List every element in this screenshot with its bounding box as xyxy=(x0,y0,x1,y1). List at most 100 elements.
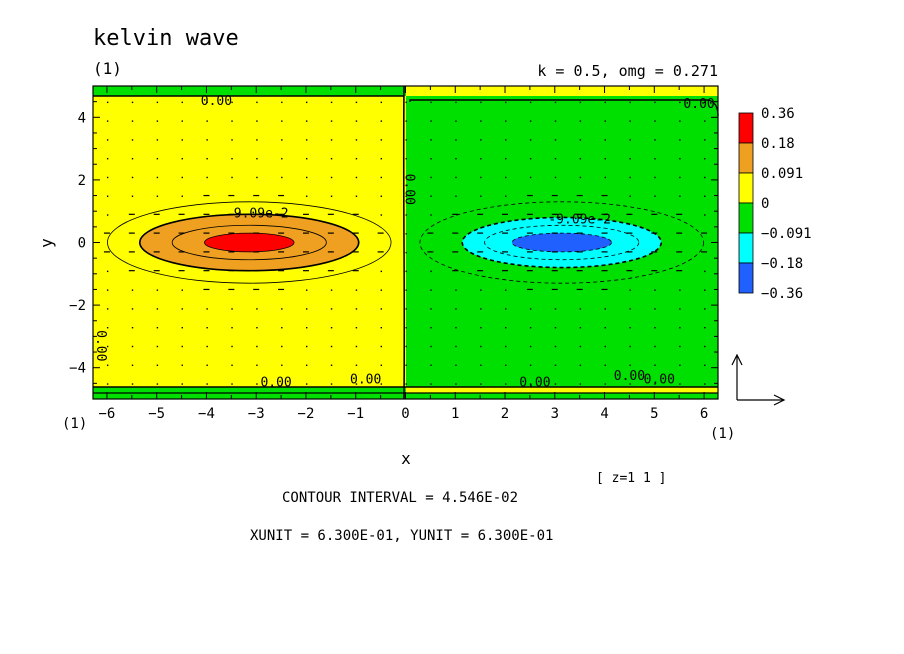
vector-dot xyxy=(231,364,233,366)
y-tick-label: −2 xyxy=(69,298,86,314)
vector-dot xyxy=(405,308,407,310)
vector-dot xyxy=(305,195,308,197)
x-tick-label: −4 xyxy=(198,406,215,422)
vector-dot xyxy=(181,289,183,291)
vector-dot xyxy=(156,139,159,141)
vector-dot xyxy=(131,308,134,310)
top-band-left xyxy=(93,86,406,96)
contour-label: 0.00 xyxy=(644,372,675,387)
levels-label: [ z=1 1 ] xyxy=(596,471,666,486)
vector-dot xyxy=(380,270,383,273)
vector-dot xyxy=(405,139,407,141)
vector-dot xyxy=(231,383,233,385)
x-axis-label: x xyxy=(401,449,411,468)
vector-dot xyxy=(554,345,557,348)
vector-dot xyxy=(256,327,258,329)
vector-dot xyxy=(629,101,631,104)
vector-dot xyxy=(106,195,109,197)
vector-dot xyxy=(131,289,134,291)
vector-dot xyxy=(430,308,432,310)
legend-label: −0.18 xyxy=(761,256,803,272)
legend-label: −0.36 xyxy=(761,286,803,302)
vector-dot xyxy=(281,176,283,179)
vector-dot xyxy=(405,120,407,122)
x-tick-label: −6 xyxy=(99,406,116,422)
corner-label-right: (1) xyxy=(710,426,735,442)
vector-dot xyxy=(355,308,358,310)
vector-dot xyxy=(629,139,631,141)
vector-dot xyxy=(380,214,383,216)
vector-dot xyxy=(131,176,134,179)
vector-dot xyxy=(604,157,606,160)
vector-dot xyxy=(231,308,233,310)
vector-dot xyxy=(480,308,482,310)
vector-dot xyxy=(330,308,333,310)
vector-dot xyxy=(405,251,407,254)
vector-dot xyxy=(679,176,681,179)
vector-dot xyxy=(156,364,159,366)
vector-dot xyxy=(505,195,507,197)
vector-dot xyxy=(380,120,383,122)
vector-dot xyxy=(355,139,358,141)
negative-contour-4 xyxy=(511,232,612,253)
subtitle-left: (1) xyxy=(93,59,122,78)
vector-dot xyxy=(181,157,183,160)
vector-dot xyxy=(679,101,681,104)
vector-dot xyxy=(305,327,308,329)
contour-label: 0.00 xyxy=(93,330,108,361)
vector-dot xyxy=(256,101,258,104)
vector-dot xyxy=(604,139,606,141)
vector-dot xyxy=(579,120,582,122)
vector-dot xyxy=(480,157,482,160)
contour-interval-text: CONTOUR INTERVAL = 4.546E-02 xyxy=(282,490,518,506)
vector-dot xyxy=(206,139,208,141)
vector-dot xyxy=(654,327,656,329)
vector-dot xyxy=(480,176,482,179)
legend-swatch xyxy=(738,112,754,144)
vector-dot xyxy=(455,327,457,329)
vector-dot xyxy=(629,327,631,329)
vector-dot xyxy=(654,364,656,366)
vector-dot xyxy=(455,308,457,310)
legend-label: −0.091 xyxy=(761,226,812,242)
negative-lobe-core xyxy=(511,233,612,252)
vector-dot xyxy=(106,139,109,141)
positive-contour-4 xyxy=(204,232,295,253)
vector-dot xyxy=(554,101,557,104)
vector-dot xyxy=(704,195,706,197)
vector-dot xyxy=(281,101,283,104)
vector-dot xyxy=(629,120,631,122)
vector-dot xyxy=(256,176,258,179)
vector-dot xyxy=(330,289,333,291)
vector-dot xyxy=(131,195,134,197)
vector-dot xyxy=(330,364,333,366)
vector-dot xyxy=(430,157,432,160)
vector-dot xyxy=(355,157,358,160)
vector-dot xyxy=(480,101,482,104)
vector-dot xyxy=(554,308,557,310)
vector-dot xyxy=(679,364,681,366)
vector-dot xyxy=(480,139,482,141)
vector-dot xyxy=(231,157,233,160)
vector-dot xyxy=(554,327,557,329)
vector-dot xyxy=(380,345,383,348)
vector-dot xyxy=(330,139,333,141)
vector-dot xyxy=(405,289,407,291)
vector-dot xyxy=(405,233,407,235)
vector-dot xyxy=(106,176,109,179)
x-tick-label: 5 xyxy=(650,406,658,422)
vector-dot xyxy=(106,345,109,348)
x-tick-label: 6 xyxy=(700,406,708,422)
chart-title: kelvin wave xyxy=(93,26,239,51)
vector-dot xyxy=(654,308,656,310)
vector-dot xyxy=(281,383,283,385)
vector-dot xyxy=(380,327,383,329)
vector-dot xyxy=(430,120,432,122)
vector-dot xyxy=(654,120,656,122)
legend-swatch xyxy=(738,202,754,234)
legend-swatch xyxy=(738,172,754,204)
vector-dot xyxy=(380,364,383,366)
vector-dot xyxy=(704,214,706,216)
vector-dot xyxy=(305,383,308,385)
